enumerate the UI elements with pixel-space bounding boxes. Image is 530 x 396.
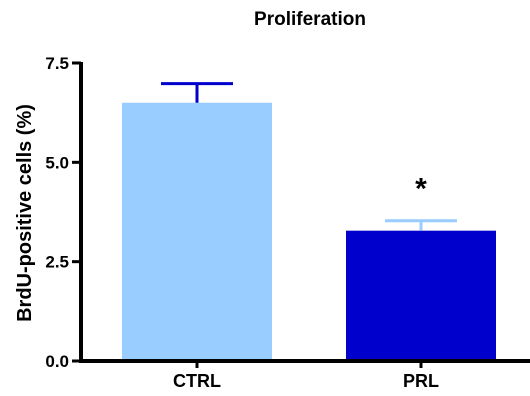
significance-marker: * (415, 173, 427, 206)
bar-prl (346, 230, 496, 361)
y-tick-label: 0.0 (45, 352, 69, 371)
y-tick-label: 7.5 (45, 54, 69, 73)
y-tick-label: 2.5 (45, 253, 69, 272)
x-tick-label-ctrl: CTRL (173, 371, 221, 391)
y-tick-label: 5.0 (45, 153, 69, 172)
bar-ctrl (122, 102, 272, 361)
chart-title: Proliferation (254, 9, 366, 30)
plot-area: 0.0 2.5 5.0 7.5 CTRL PRL * (45, 54, 530, 391)
y-axis-label: BrdU-positive cells (%) (14, 104, 36, 322)
x-tick-label-prl: PRL (403, 371, 439, 391)
